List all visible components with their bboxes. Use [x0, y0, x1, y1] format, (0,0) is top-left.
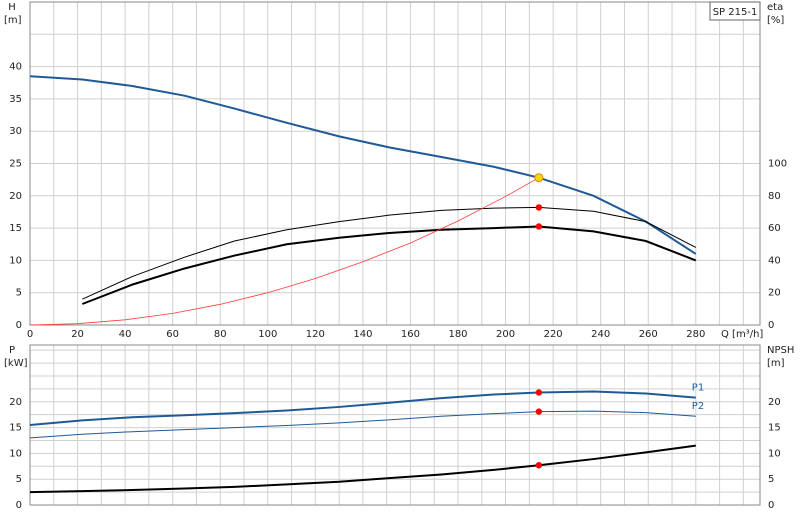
- y-axis-unit: [kW]: [4, 358, 28, 369]
- series-line: [29, 75, 697, 255]
- operating-point: [535, 462, 543, 469]
- y2-tick-label: 100: [768, 159, 787, 170]
- y2-axis-unit: [%]: [767, 15, 784, 26]
- x-tick-label: 120: [306, 329, 325, 340]
- y2-axis-unit: [m]: [767, 358, 785, 369]
- y2-axis-label: NPSH: [767, 345, 794, 356]
- series-label: P1: [692, 383, 704, 394]
- series-label: P2: [692, 401, 704, 412]
- x-tick-label: 60: [166, 329, 179, 340]
- y-tick-label: 10: [9, 255, 22, 266]
- y2-axis-label: eta: [767, 2, 783, 13]
- y-axis-label: H: [8, 2, 16, 13]
- x-tick-label: 180: [448, 329, 467, 340]
- y-tick-label: 15: [9, 223, 22, 234]
- y-tick-label: 20: [9, 191, 22, 202]
- x-tick-label: 220: [544, 329, 563, 340]
- plot-frame: [29, 1, 761, 326]
- series-line: [29, 410, 696, 439]
- y-tick-label: 10: [9, 448, 22, 459]
- x-tick-label: 100: [258, 329, 277, 340]
- plot-frame: [29, 344, 761, 506]
- x-tick-label: 280: [686, 329, 705, 340]
- y2-tick-label: 10: [768, 448, 781, 459]
- y2-tick-label: 5: [768, 474, 774, 485]
- x-tick-label: 160: [401, 329, 420, 340]
- y2-tick-label: 15: [768, 423, 781, 434]
- x-tick-label: 200: [496, 329, 515, 340]
- model-box: [709, 1, 761, 21]
- x-tick-label: 240: [591, 329, 610, 340]
- series-line: [29, 390, 696, 426]
- y-tick-label: 40: [9, 62, 22, 73]
- model-label: SP 215-1: [713, 7, 758, 18]
- x-axis-label: Q [m³/h]: [721, 329, 763, 340]
- y2-tick-label: 0: [768, 320, 774, 331]
- operating-point: [534, 173, 544, 183]
- series-line: [29, 177, 540, 326]
- y-tick-label: 30: [9, 126, 22, 137]
- series-line: [82, 206, 697, 300]
- y2-tick-label: 20: [768, 397, 781, 408]
- y-tick-label: 0: [16, 500, 22, 511]
- series-line: [29, 444, 696, 494]
- y-tick-label: 5: [16, 288, 22, 299]
- operating-point: [535, 408, 543, 415]
- y2-tick-label: 0: [768, 500, 774, 511]
- operating-point: [535, 223, 543, 230]
- y-tick-label: 25: [9, 159, 22, 170]
- y-tick-label: 5: [16, 474, 22, 485]
- y2-tick-label: 80: [768, 191, 781, 202]
- operating-point: [535, 204, 543, 211]
- x-tick-label: 80: [214, 329, 227, 340]
- y-axis-unit: [m]: [4, 15, 22, 26]
- y-axis-label: P: [9, 345, 15, 356]
- y-tick-label: 15: [9, 423, 22, 434]
- x-tick-label: 260: [639, 329, 658, 340]
- y2-tick-label: 40: [768, 255, 781, 266]
- y2-tick-label: 60: [768, 223, 781, 234]
- x-tick-label: 0: [27, 329, 33, 340]
- x-tick-label: 40: [119, 329, 132, 340]
- series-line: [81, 225, 697, 305]
- x-tick-label: 140: [353, 329, 372, 340]
- y-tick-label: 20: [9, 397, 22, 408]
- operating-point: [535, 389, 543, 396]
- y-tick-label: 0: [16, 320, 22, 331]
- x-tick-label: 20: [71, 329, 84, 340]
- y-tick-label: 35: [9, 94, 22, 105]
- y2-tick-label: 20: [768, 288, 781, 299]
